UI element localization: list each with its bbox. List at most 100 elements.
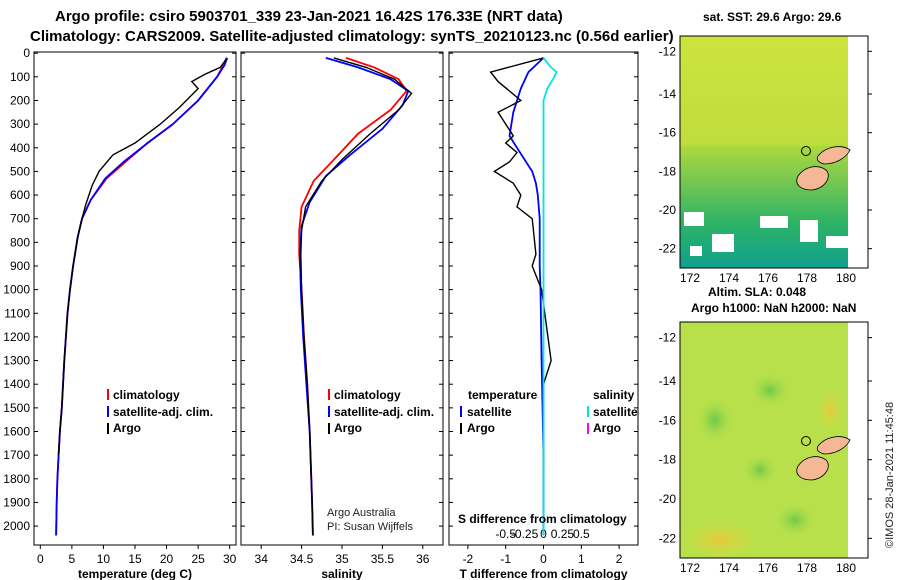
x-tick-label: 35.5 bbox=[371, 552, 395, 566]
map-y-tick-label: -12 bbox=[659, 331, 677, 345]
salinity-panel: 34 34.5 35 35.5 36 salinity bbox=[240, 51, 444, 580]
map-y-tick-label: -14 bbox=[659, 374, 677, 388]
legend-label-t-argo: Argo bbox=[467, 421, 495, 435]
sla-low-patch bbox=[773, 502, 817, 538]
map-y-tick-label: -16 bbox=[659, 126, 677, 140]
map-x-tick-label: 180 bbox=[836, 561, 856, 575]
plot-frame bbox=[33, 51, 237, 546]
map-x-tick-label: 176 bbox=[758, 561, 778, 575]
x-tick-label: 0 bbox=[540, 552, 547, 566]
vanua-levu-island-icon bbox=[816, 146, 851, 165]
x-tick-label: 20 bbox=[160, 552, 174, 566]
temperature-legend: climatology satellite-adj. clim. Argo bbox=[107, 388, 213, 435]
x-tick-label: 34 bbox=[255, 552, 269, 566]
map-x-tick-label: 174 bbox=[719, 271, 739, 285]
map-y-tick-label: -20 bbox=[659, 203, 677, 217]
legend-title-salinity: salinity bbox=[593, 388, 635, 402]
map-y-tick-label: -16 bbox=[659, 413, 677, 427]
x-tick-label: 25 bbox=[191, 552, 205, 566]
argo-position-marker bbox=[801, 436, 811, 446]
y-tick-label: 600 bbox=[10, 188, 30, 202]
y-tick-label: 1200 bbox=[3, 330, 30, 344]
legend-label-climatology: climatology bbox=[334, 388, 401, 402]
map-y-tick-label: -12 bbox=[659, 44, 677, 58]
credit-line-2: PI: Susan Wijffels bbox=[327, 521, 413, 533]
y-tick-label: 1800 bbox=[3, 472, 30, 486]
s-tick-label: 0.5 bbox=[573, 527, 590, 541]
credit-line-1: Argo Australia bbox=[327, 507, 396, 519]
legend-title-temperature: temperature bbox=[468, 388, 538, 402]
title-line-2: Climatology: CARS2009. Satellite-adjuste… bbox=[30, 28, 674, 45]
legend-label-s-satellite: satellite bbox=[593, 405, 638, 419]
legend-label-t-satellite: satellite bbox=[467, 405, 512, 419]
sst-missing-patch bbox=[712, 234, 734, 252]
y-tick-label: 500 bbox=[10, 164, 30, 178]
x-tick-label: 35 bbox=[335, 552, 349, 566]
map-x-tick-label: 180 bbox=[836, 271, 856, 285]
difference-legend: temperature satellite Argo salinity sate… bbox=[458, 388, 638, 526]
imos-timestamp: ©IMOS 28-Jan-2021 11:45:48 bbox=[884, 402, 896, 548]
sla-low-patch bbox=[748, 372, 792, 408]
y-tick-label: 300 bbox=[10, 117, 30, 131]
sla-map: Altim. SLA: 0.048 Argo h1000: NaN h2000:… bbox=[659, 285, 872, 575]
fiji-island-icon bbox=[796, 166, 829, 191]
s-tick-label: -0.25 bbox=[511, 527, 539, 541]
s-tick-label: -0.5 bbox=[495, 527, 516, 541]
plot-frame bbox=[240, 51, 444, 546]
y-tick-label: 1000 bbox=[3, 283, 30, 297]
series-line-argo bbox=[57, 57, 228, 456]
sla-map-title-2: Argo h1000: NaN h2000: NaN bbox=[691, 301, 856, 315]
series-line-climatology bbox=[298, 57, 408, 536]
series-line-satellite-adj-clim- bbox=[55, 57, 229, 536]
y-tick-label: 200 bbox=[10, 93, 30, 107]
temperature-panel: 0100200300400500600700800900100011001200… bbox=[3, 46, 236, 580]
sst-missing-patch bbox=[826, 236, 848, 248]
map-x-tick-label: 176 bbox=[758, 271, 778, 285]
y-tick-label: 1600 bbox=[3, 425, 30, 439]
sst-map: sat. SST: 29.6 Argo: 29.6 -12 -14 -16 -18 -2… bbox=[659, 10, 872, 285]
legend-label-argo: Argo bbox=[113, 421, 141, 435]
y-tick-label: 2000 bbox=[3, 519, 30, 533]
sla-high-patch bbox=[680, 522, 760, 558]
sst-map-title: sat. SST: 29.6 Argo: 29.6 bbox=[703, 10, 842, 24]
sst-missing-patch bbox=[760, 216, 788, 228]
vanua-levu-island-icon bbox=[816, 436, 851, 455]
s-tick-label: 0.25 bbox=[551, 527, 575, 541]
series-line-t-argo bbox=[489, 57, 552, 467]
legend-label-argo: Argo bbox=[334, 421, 362, 435]
sst-missing-patch bbox=[684, 212, 704, 226]
sla-map-frame bbox=[679, 321, 869, 559]
sst-field bbox=[680, 36, 848, 268]
series-line-t-satellite bbox=[508, 57, 545, 536]
fiji-island-icon bbox=[796, 456, 829, 481]
y-tick-label: 100 bbox=[10, 70, 30, 84]
map-y-tick-label: -22 bbox=[659, 242, 677, 256]
y-tick-label: 1300 bbox=[3, 354, 30, 368]
x-tick-label: 15 bbox=[128, 552, 142, 566]
sst-missing-patch bbox=[690, 246, 702, 256]
map-y-tick-label: -18 bbox=[659, 453, 677, 467]
y-tick-label: 1400 bbox=[3, 377, 30, 391]
y-tick-label: 700 bbox=[10, 212, 30, 226]
map-y-tick-label: -22 bbox=[659, 531, 677, 545]
x-tick-label: 1 bbox=[578, 552, 585, 566]
map-x-tick-label: 178 bbox=[797, 271, 817, 285]
sst-map-frame bbox=[679, 35, 869, 269]
y-tick-label: 1900 bbox=[3, 495, 30, 509]
sla-land-east bbox=[848, 322, 868, 558]
y-tick-label: 900 bbox=[10, 259, 30, 273]
sst-warm-band bbox=[680, 36, 848, 146]
y-tick-label: 400 bbox=[10, 141, 30, 155]
y-tick-label: 800 bbox=[10, 235, 30, 249]
legend-label-s-argo: Argo bbox=[593, 421, 621, 435]
map-x-tick-label: 172 bbox=[680, 271, 700, 285]
sla-high-patch bbox=[816, 390, 844, 430]
x-tick-label: 30 bbox=[223, 552, 237, 566]
series-line-s-satellite bbox=[542, 57, 558, 536]
x-tick-label: 2 bbox=[616, 552, 623, 566]
s-axis-label: S difference from climatology bbox=[458, 512, 627, 526]
salinity-legend: climatology satellite-adj. clim. Argo Ar… bbox=[327, 388, 434, 533]
x-tick-label: -2 bbox=[463, 552, 474, 566]
x-axis-label: T difference from climatology bbox=[459, 567, 627, 580]
map-y-tick-label: -20 bbox=[659, 492, 677, 506]
